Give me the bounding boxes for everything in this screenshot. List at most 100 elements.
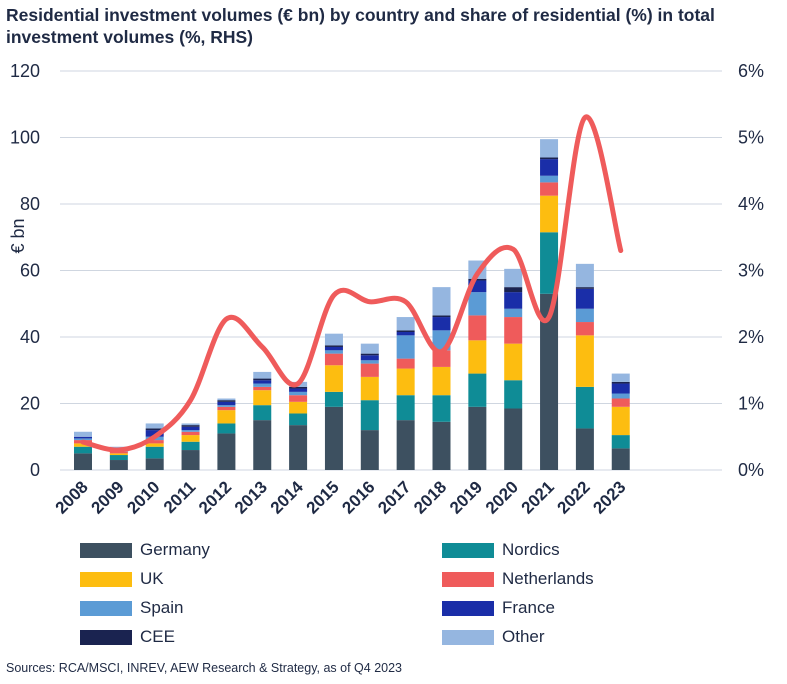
legend-swatch [80, 601, 132, 616]
bar-segment-nordics [612, 435, 630, 448]
bar-segment-cee [540, 157, 558, 159]
bar-segment-germany [576, 428, 594, 470]
legend-label: Nordics [502, 540, 560, 560]
bar-segment-france [217, 402, 235, 405]
y2-tick-label: 0% [738, 460, 764, 480]
legend-label: Netherlands [502, 569, 594, 589]
bar-segment-uk [217, 410, 235, 423]
bar-segment-germany [468, 407, 486, 470]
bar-segment-spain [253, 384, 271, 387]
bar-segment-other [325, 334, 343, 346]
bar-segment-uk [433, 367, 451, 395]
bar-segment-spain [397, 335, 415, 358]
bar-segment-netherlands [576, 322, 594, 335]
y2-tick-label: 6% [738, 61, 764, 81]
legend-label: CEE [140, 627, 175, 647]
bar-segment-other [74, 432, 92, 437]
bar-segment-nordics [397, 395, 415, 420]
legend-item-germany: Germany [80, 537, 210, 563]
bar-segment-spain [325, 350, 343, 353]
bar-segment-other [361, 344, 379, 354]
bar-segment-uk [289, 402, 307, 414]
bar-segment-nordics [289, 413, 307, 425]
y-tick-label: 100 [10, 128, 40, 148]
y-tick-label: 80 [20, 194, 40, 214]
bar-segment-france [289, 389, 307, 392]
y2-tick-label: 2% [738, 327, 764, 347]
bar-segment-netherlands [289, 395, 307, 402]
legend-swatch [442, 543, 494, 558]
bar-segment-other [612, 374, 630, 382]
bar-segment-spain [504, 309, 522, 317]
x-tick-label: 2017 [374, 477, 414, 517]
bar-segment-germany [253, 420, 271, 470]
legend-label: Other [502, 627, 545, 647]
bar-segment-netherlands [217, 407, 235, 410]
bar-segment-uk [397, 369, 415, 396]
legend-swatch [80, 572, 132, 587]
bar-segment-france [433, 317, 451, 330]
x-tick-label: 2009 [87, 477, 127, 517]
x-tick-label: 2016 [338, 477, 378, 517]
bar-segment-other [253, 372, 271, 379]
x-tick-label: 2011 [160, 477, 200, 517]
legend-item-netherlands: Netherlands [442, 566, 594, 592]
bar-segment-cee [253, 379, 271, 381]
bar-segment-other [397, 317, 415, 330]
x-tick-label: 2019 [446, 477, 486, 517]
y-axis-label: € bn [8, 218, 28, 253]
legend-item-other: Other [442, 624, 545, 650]
legend-label: Spain [140, 598, 183, 618]
bar-segment-nordics [325, 392, 343, 407]
bar-segment-uk [468, 340, 486, 373]
bar-segment-uk [361, 377, 379, 400]
bar-segment-nordics [504, 380, 522, 408]
bar-segment-uk [253, 390, 271, 405]
y-axis-right-ticks: 0% 1% 2% 3% 4% 5% 6% [738, 61, 764, 480]
bar-segment-france [504, 292, 522, 309]
bar-segment-nordics [576, 387, 594, 429]
y-tick-label: 20 [20, 394, 40, 414]
bar-segment-spain [289, 392, 307, 395]
bar-segment-nordics [110, 455, 128, 460]
x-axis-ticks: 2008200920102011201220132014201520162017… [52, 477, 630, 518]
bar-segment-other [576, 264, 594, 287]
bar-segment-other [504, 269, 522, 287]
bar-segment-uk [110, 453, 128, 455]
bar-segment-france [325, 347, 343, 350]
legend-swatch [442, 572, 494, 587]
y2-tick-label: 3% [738, 261, 764, 281]
bar-segment-germany [504, 408, 522, 470]
bar-segment-spain [182, 430, 200, 432]
legend-item-nordics: Nordics [442, 537, 560, 563]
legend-swatch [80, 543, 132, 558]
bar-segment-uk [182, 435, 200, 442]
chart-area: 020406080100120 0%1%2%3%4%5%6% € bn 2008… [0, 0, 787, 540]
y2-tick-label: 4% [738, 194, 764, 214]
bar-segment-germany [110, 460, 128, 470]
bar-segment-france [612, 384, 630, 394]
x-tick-label: 2020 [482, 477, 522, 517]
bar-segment-spain [612, 394, 630, 399]
bar-segment-spain [576, 309, 594, 322]
bar-segment-cee [576, 287, 594, 289]
x-tick-label: 2010 [123, 477, 163, 517]
bar-segment-netherlands [612, 399, 630, 407]
legend-label: France [502, 598, 555, 618]
bar-segment-netherlands [182, 432, 200, 435]
bar-segment-netherlands [397, 359, 415, 369]
bar-segment-france [74, 437, 92, 439]
bar-segment-netherlands [468, 315, 486, 340]
bar-segment-nordics [74, 447, 92, 454]
legend-item-spain: Spain [80, 595, 183, 621]
bar-segment-nordics [468, 374, 486, 407]
x-tick-label: 2018 [410, 477, 450, 517]
bar-segment-cee [325, 345, 343, 347]
bar-segment-nordics [253, 405, 271, 420]
bar-segment-france [540, 159, 558, 176]
x-tick-label: 2012 [195, 477, 235, 517]
bar-segment-netherlands [325, 354, 343, 366]
bar-segment-cee [217, 400, 235, 402]
bar-segment-spain [361, 360, 379, 363]
bar-segment-spain [468, 292, 486, 315]
